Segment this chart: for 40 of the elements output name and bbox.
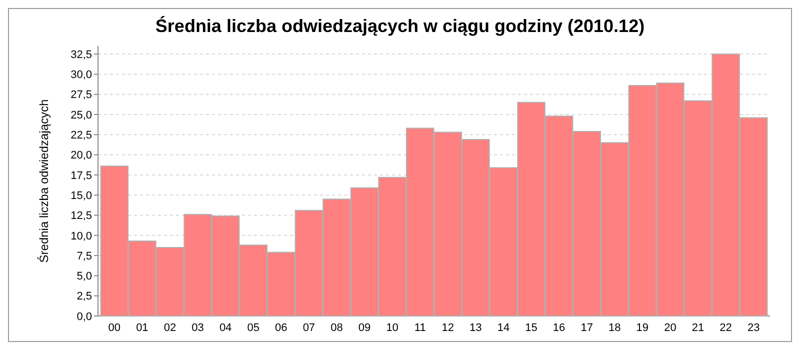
y-tick-label: 32,5 <box>70 48 92 61</box>
y-tick-label: 10,0 <box>70 230 92 242</box>
x-tick-label: 14 <box>497 322 510 334</box>
x-tick-label: 20 <box>664 322 676 334</box>
x-tick-label: 16 <box>552 322 566 334</box>
y-tick-label: 17,5 <box>70 170 92 182</box>
y-tick-label: 30,0 <box>70 69 92 82</box>
x-tick-label: 23 <box>747 322 760 334</box>
x-tick-label: 12 <box>442 322 454 334</box>
x-tick-label: 13 <box>470 322 482 334</box>
y-tick-label: 12,5 <box>70 210 92 222</box>
x-tick-label: 09 <box>358 322 371 334</box>
y-tick-label: 2,5 <box>76 290 92 303</box>
x-tick-label: 11 <box>414 322 426 334</box>
y-tick-label: 0,0 <box>76 310 92 323</box>
x-tick-label: 00 <box>108 322 121 334</box>
x-tick-label: 22 <box>720 322 732 334</box>
x-tick-label: 06 <box>275 322 288 334</box>
x-tick-label: 07 <box>302 322 316 334</box>
x-tick-label: 04 <box>219 322 232 334</box>
y-tick-label: 5,0 <box>76 270 92 283</box>
y-axis-title: Średnia liczba odwiedzających <box>37 99 51 263</box>
x-tick-label: 21 <box>692 322 704 334</box>
x-tick-label: 03 <box>192 322 204 334</box>
y-tick-label: 25,0 <box>70 109 92 122</box>
chart-title: Średnia liczba odwiedzających w ciągu godziny (2010.12) <box>155 16 645 36</box>
x-tick-label: 18 <box>608 322 621 334</box>
x-tick-label: 19 <box>636 322 649 334</box>
x-tick-label: 10 <box>386 322 398 334</box>
x-tick-label: 05 <box>247 322 260 334</box>
y-tick-label: 27,5 <box>70 89 92 102</box>
y-tick-label: 15,0 <box>70 190 92 202</box>
y-tick-label: 7,5 <box>76 250 92 262</box>
y-tick-label: 22,5 <box>70 130 92 142</box>
x-tick-label: 01 <box>136 322 148 334</box>
y-tick-label: 20,0 <box>70 150 92 162</box>
x-tick-label: 02 <box>164 322 176 334</box>
x-tick-label: 17 <box>580 322 593 334</box>
x-tick-label: 08 <box>330 322 343 334</box>
x-tick-label: 15 <box>525 322 538 334</box>
